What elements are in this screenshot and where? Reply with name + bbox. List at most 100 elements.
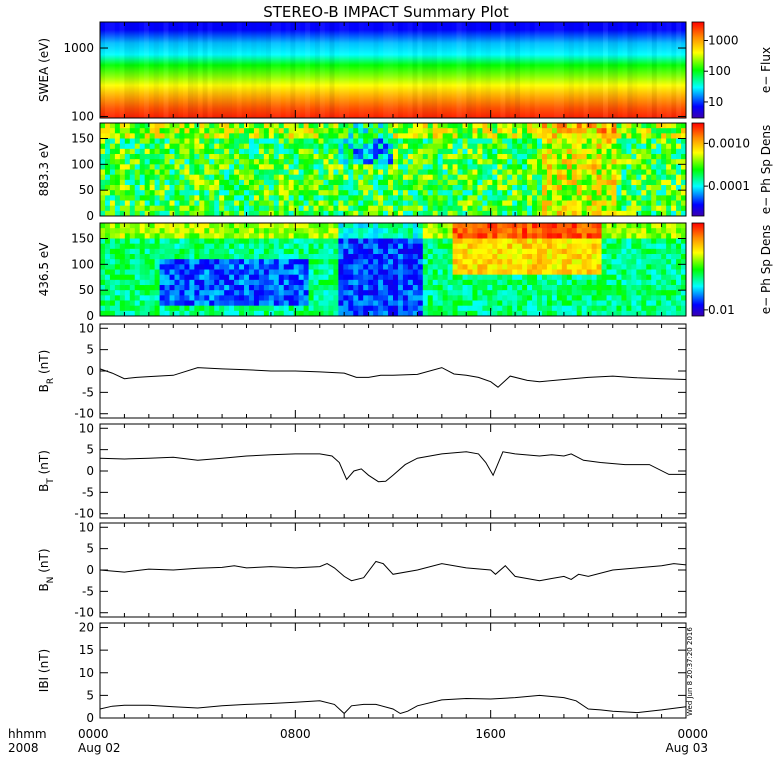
pad436-cells-cell <box>442 290 449 296</box>
pad436-cells-cell <box>124 248 131 255</box>
pad436-cells-cell <box>109 228 116 234</box>
pad436-cells-cell <box>293 228 300 234</box>
pad436-cells-cell <box>477 228 483 234</box>
pad436-cells-cell <box>507 285 513 291</box>
pad883-cells-cell <box>522 195 528 202</box>
swea-texture-cell <box>334 22 339 118</box>
pad883-cells-cell <box>283 138 290 145</box>
pad436-cells-cell <box>571 274 578 281</box>
pad436-cells-cell <box>581 279 588 286</box>
pad883-cells-cell <box>601 190 608 196</box>
pad883-cells-cell <box>333 190 339 196</box>
pad883-cells-cell <box>586 133 593 140</box>
pad883-cells-cell <box>656 169 662 176</box>
pad436-cells-cell <box>159 310 166 316</box>
pad436-cells-cell <box>363 310 369 316</box>
pad436-cells-cell <box>457 279 464 286</box>
pad436-cells-cell <box>214 310 220 316</box>
pad436-cells-cell <box>373 259 379 265</box>
pad436-cells-cell <box>308 259 315 265</box>
pad436-cells-cell <box>378 274 384 281</box>
pad436-cells-cell <box>517 300 523 307</box>
pad883-cells-cell <box>541 154 548 160</box>
pad883-cells-cell <box>546 128 553 134</box>
pad883-cells-cell <box>492 185 498 191</box>
pad883-cells-cell <box>318 143 325 150</box>
pad883-cells-cell <box>626 190 632 196</box>
pad883-cells-cell <box>671 143 677 150</box>
pad436-cells-cell <box>452 228 459 234</box>
pad436-cells-cell <box>378 238 384 245</box>
pad436-cells-cell <box>149 295 156 302</box>
pad436-cells-cell <box>363 295 369 302</box>
pad436-cells-cell <box>462 264 469 271</box>
pad436-cells-cell <box>258 238 265 245</box>
pad436-cells-cell <box>566 248 573 255</box>
swea-texture-cell <box>153 22 159 118</box>
pad436-cells-cell <box>209 269 215 276</box>
pad436-cells-cell <box>497 279 503 286</box>
pad436-cells-cell <box>556 264 563 271</box>
pad436-cells-cell <box>437 243 444 250</box>
pad883-cells-cell <box>293 164 300 171</box>
pad883-cells-cell <box>104 205 111 212</box>
pad436-cells-cell <box>661 300 667 307</box>
pad883-cells-cell <box>641 190 647 196</box>
pad436-cells-cell <box>541 285 548 291</box>
pad883-cells-cell <box>154 200 161 207</box>
pad436-cells-cell <box>263 264 270 271</box>
pad883-cells-cell <box>328 123 335 129</box>
pad436-cells-cell <box>239 290 245 296</box>
pad436-cells-cell <box>159 223 166 229</box>
pad883-cells-cell <box>194 205 200 212</box>
pad883-cells-cell <box>512 128 518 134</box>
pad883-cells-cell <box>144 133 151 140</box>
pad436-cells-cell <box>363 285 369 291</box>
pad883-cells-cell <box>631 154 637 160</box>
pad436-cells-cell <box>636 279 642 286</box>
pad436-cells-cell <box>194 248 200 255</box>
pad883-cells-cell <box>546 169 553 176</box>
pad883-cells-cell <box>507 195 513 202</box>
pad883-cells-cell <box>343 143 349 150</box>
pad883-cells-cell <box>462 195 469 202</box>
pad436-cells-cell <box>154 310 161 316</box>
pad883-cells-cell <box>546 154 553 160</box>
swea-texture-cell <box>359 22 364 118</box>
pad883-cells-cell <box>442 179 449 186</box>
pad883-cells-cell <box>224 174 230 181</box>
pad436-cells-cell <box>214 223 220 229</box>
pad883-cells-cell <box>457 148 464 155</box>
pad883-cells-cell <box>626 205 632 212</box>
pad883-cells-cell <box>343 133 349 140</box>
pad883-cells-cell <box>169 205 176 212</box>
pad436-cells-cell <box>571 248 578 255</box>
pad436-cells-cell <box>671 285 677 291</box>
pad436-cells-cell <box>417 259 424 265</box>
pad883-cells-cell <box>656 200 662 207</box>
pad436-cells-cell <box>393 310 399 316</box>
pad883-cells-cell <box>487 148 493 155</box>
pad883-cells-cell <box>229 185 235 191</box>
pad883-cells-cell <box>124 195 131 202</box>
pad436-cells-cell <box>239 269 245 276</box>
pad436-cells-cell <box>606 243 613 250</box>
pad883-cells-cell <box>397 164 404 171</box>
pad436-cells-cell <box>139 248 146 255</box>
pad436-cells-cell <box>467 243 474 250</box>
pad883-cells-cell <box>169 133 176 140</box>
pad436-cells-cell <box>164 238 171 245</box>
pad883-cells-cell <box>596 205 603 212</box>
pad883-cells-cell <box>472 143 479 150</box>
pad436-cells-cell <box>641 228 647 234</box>
pad436-cells-cell <box>149 269 156 276</box>
pad436-cells-cell <box>661 310 667 316</box>
swea-texture-cell <box>295 22 301 118</box>
pad883-cells-cell <box>104 128 111 134</box>
pad883-cells-cell <box>462 200 469 207</box>
swea-texture-cell <box>202 22 208 118</box>
pad436-cells-cell <box>541 248 548 255</box>
pad436-cells-cell <box>656 264 662 271</box>
pad883-cells-cell <box>189 169 195 176</box>
pad883-cells-cell <box>109 159 116 165</box>
